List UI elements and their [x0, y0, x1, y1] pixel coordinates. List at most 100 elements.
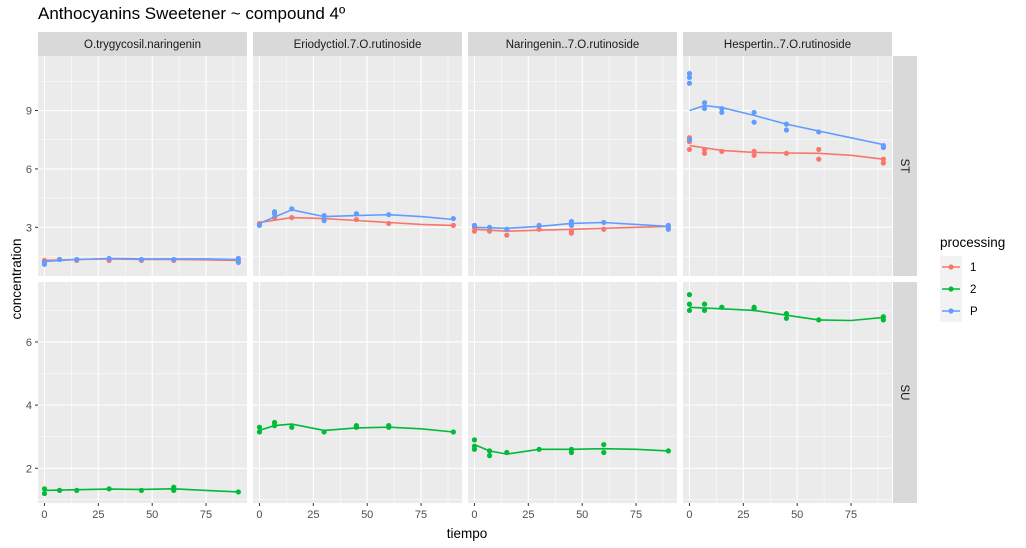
facet-strip: [468, 32, 677, 56]
data-point-2: [138, 487, 145, 493]
data-point-2: [686, 301, 693, 307]
data-point-P: [321, 217, 327, 224]
data-point-1: [751, 152, 757, 158]
data-point-2: [450, 429, 456, 435]
smooth-line-2: [259, 423, 454, 433]
data-point-P: [783, 121, 790, 127]
data-point-2: [686, 292, 693, 298]
data-point-P: [686, 70, 693, 77]
data-point-2: [783, 310, 790, 317]
facet-strip: [38, 32, 247, 56]
data-point-P: [751, 109, 757, 116]
panel-background: [253, 282, 462, 503]
data-point-P: [386, 212, 392, 218]
data-point-1: [783, 150, 790, 156]
data-point-2: [486, 448, 493, 454]
x-tick-label: 0: [41, 509, 47, 521]
data-point-2: [816, 317, 822, 323]
row-strip-label: ST: [898, 159, 910, 174]
x-tick-label: 50: [146, 509, 158, 521]
row-strip: [893, 282, 917, 503]
data-point-P: [235, 255, 241, 262]
data-point-P: [106, 255, 112, 262]
data-point-P: [486, 224, 493, 230]
y-axis-title: concentration: [9, 238, 24, 319]
facet-strip-label: Hespertin..7.O.rutinoside: [724, 39, 851, 51]
data-point-2: [56, 487, 63, 493]
data-point-P: [686, 80, 693, 86]
data-point-1: [816, 146, 822, 153]
data-point-P: [289, 206, 295, 212]
data-point-P: [536, 222, 542, 228]
x-tick-label: 75: [200, 509, 212, 521]
data-point-P: [271, 209, 278, 215]
facet-strip: [253, 32, 462, 56]
data-point-2: [601, 449, 607, 456]
data-point-1: [601, 226, 607, 232]
data-point-2: [601, 441, 607, 448]
data-point-2: [665, 448, 671, 454]
panel-background: [468, 56, 677, 276]
legend-key-point: [948, 308, 954, 314]
y-tick-label: 6: [26, 337, 32, 349]
data-point-1: [701, 146, 708, 153]
data-point-P: [56, 256, 63, 263]
data-point-P: [686, 74, 693, 81]
data-point-2: [471, 437, 478, 443]
x-tick-label: 50: [576, 509, 588, 521]
smooth-line-P: [689, 104, 884, 146]
data-point-P: [353, 211, 360, 217]
data-point-1: [719, 148, 725, 154]
legend-entry-label: 1: [970, 262, 976, 274]
data-point-P: [504, 226, 510, 232]
data-point-P: [138, 256, 145, 263]
data-point-2: [751, 306, 757, 312]
data-point-2: [41, 486, 48, 492]
row-strip: [893, 56, 917, 276]
data-point-1: [701, 150, 708, 156]
x-tick-label: 25: [307, 509, 319, 521]
y-tick-label: 9: [26, 106, 32, 118]
data-point-1: [686, 146, 693, 153]
panel-background: [38, 56, 247, 276]
data-point-P: [880, 144, 886, 151]
panel-background: [253, 56, 462, 276]
data-point-1: [751, 148, 757, 154]
data-point-P: [568, 222, 575, 228]
data-point-P: [751, 119, 757, 125]
data-point-P: [719, 105, 725, 112]
data-point-2: [171, 487, 177, 493]
data-point-P: [256, 222, 263, 228]
data-point-2: [74, 487, 80, 493]
facet-strip-label: Naringenin..7.O.rutinoside: [506, 39, 640, 51]
data-point-P: [601, 219, 607, 226]
data-point-P: [235, 259, 241, 265]
data-point-2: [321, 429, 327, 435]
data-point-2: [386, 424, 392, 430]
data-point-2: [235, 489, 241, 495]
data-point-2: [271, 423, 278, 429]
x-tick-label: 50: [791, 509, 803, 521]
data-point-2: [686, 307, 693, 314]
data-point-P: [568, 218, 575, 225]
data-point-P: [450, 215, 456, 222]
data-point-1: [880, 160, 886, 166]
data-point-1: [816, 156, 822, 162]
data-point-2: [504, 449, 510, 456]
data-point-2: [701, 307, 708, 314]
facet-strip-label: Eriodyctiol.7.O.rutinoside: [294, 39, 422, 51]
data-point-P: [665, 222, 671, 228]
data-point-2: [536, 446, 542, 452]
facet-strip-label: O.trygycosil.naringenin: [84, 39, 201, 51]
data-point-1: [471, 228, 478, 234]
data-point-1: [289, 214, 295, 221]
data-point-P: [471, 222, 478, 228]
data-point-P: [783, 127, 790, 133]
data-point-P: [719, 109, 725, 116]
panel-background: [468, 282, 677, 503]
panel-background: [683, 56, 892, 276]
facet-strip: [683, 32, 892, 56]
data-point-1: [536, 226, 542, 232]
x-tick-label: 25: [522, 509, 534, 521]
